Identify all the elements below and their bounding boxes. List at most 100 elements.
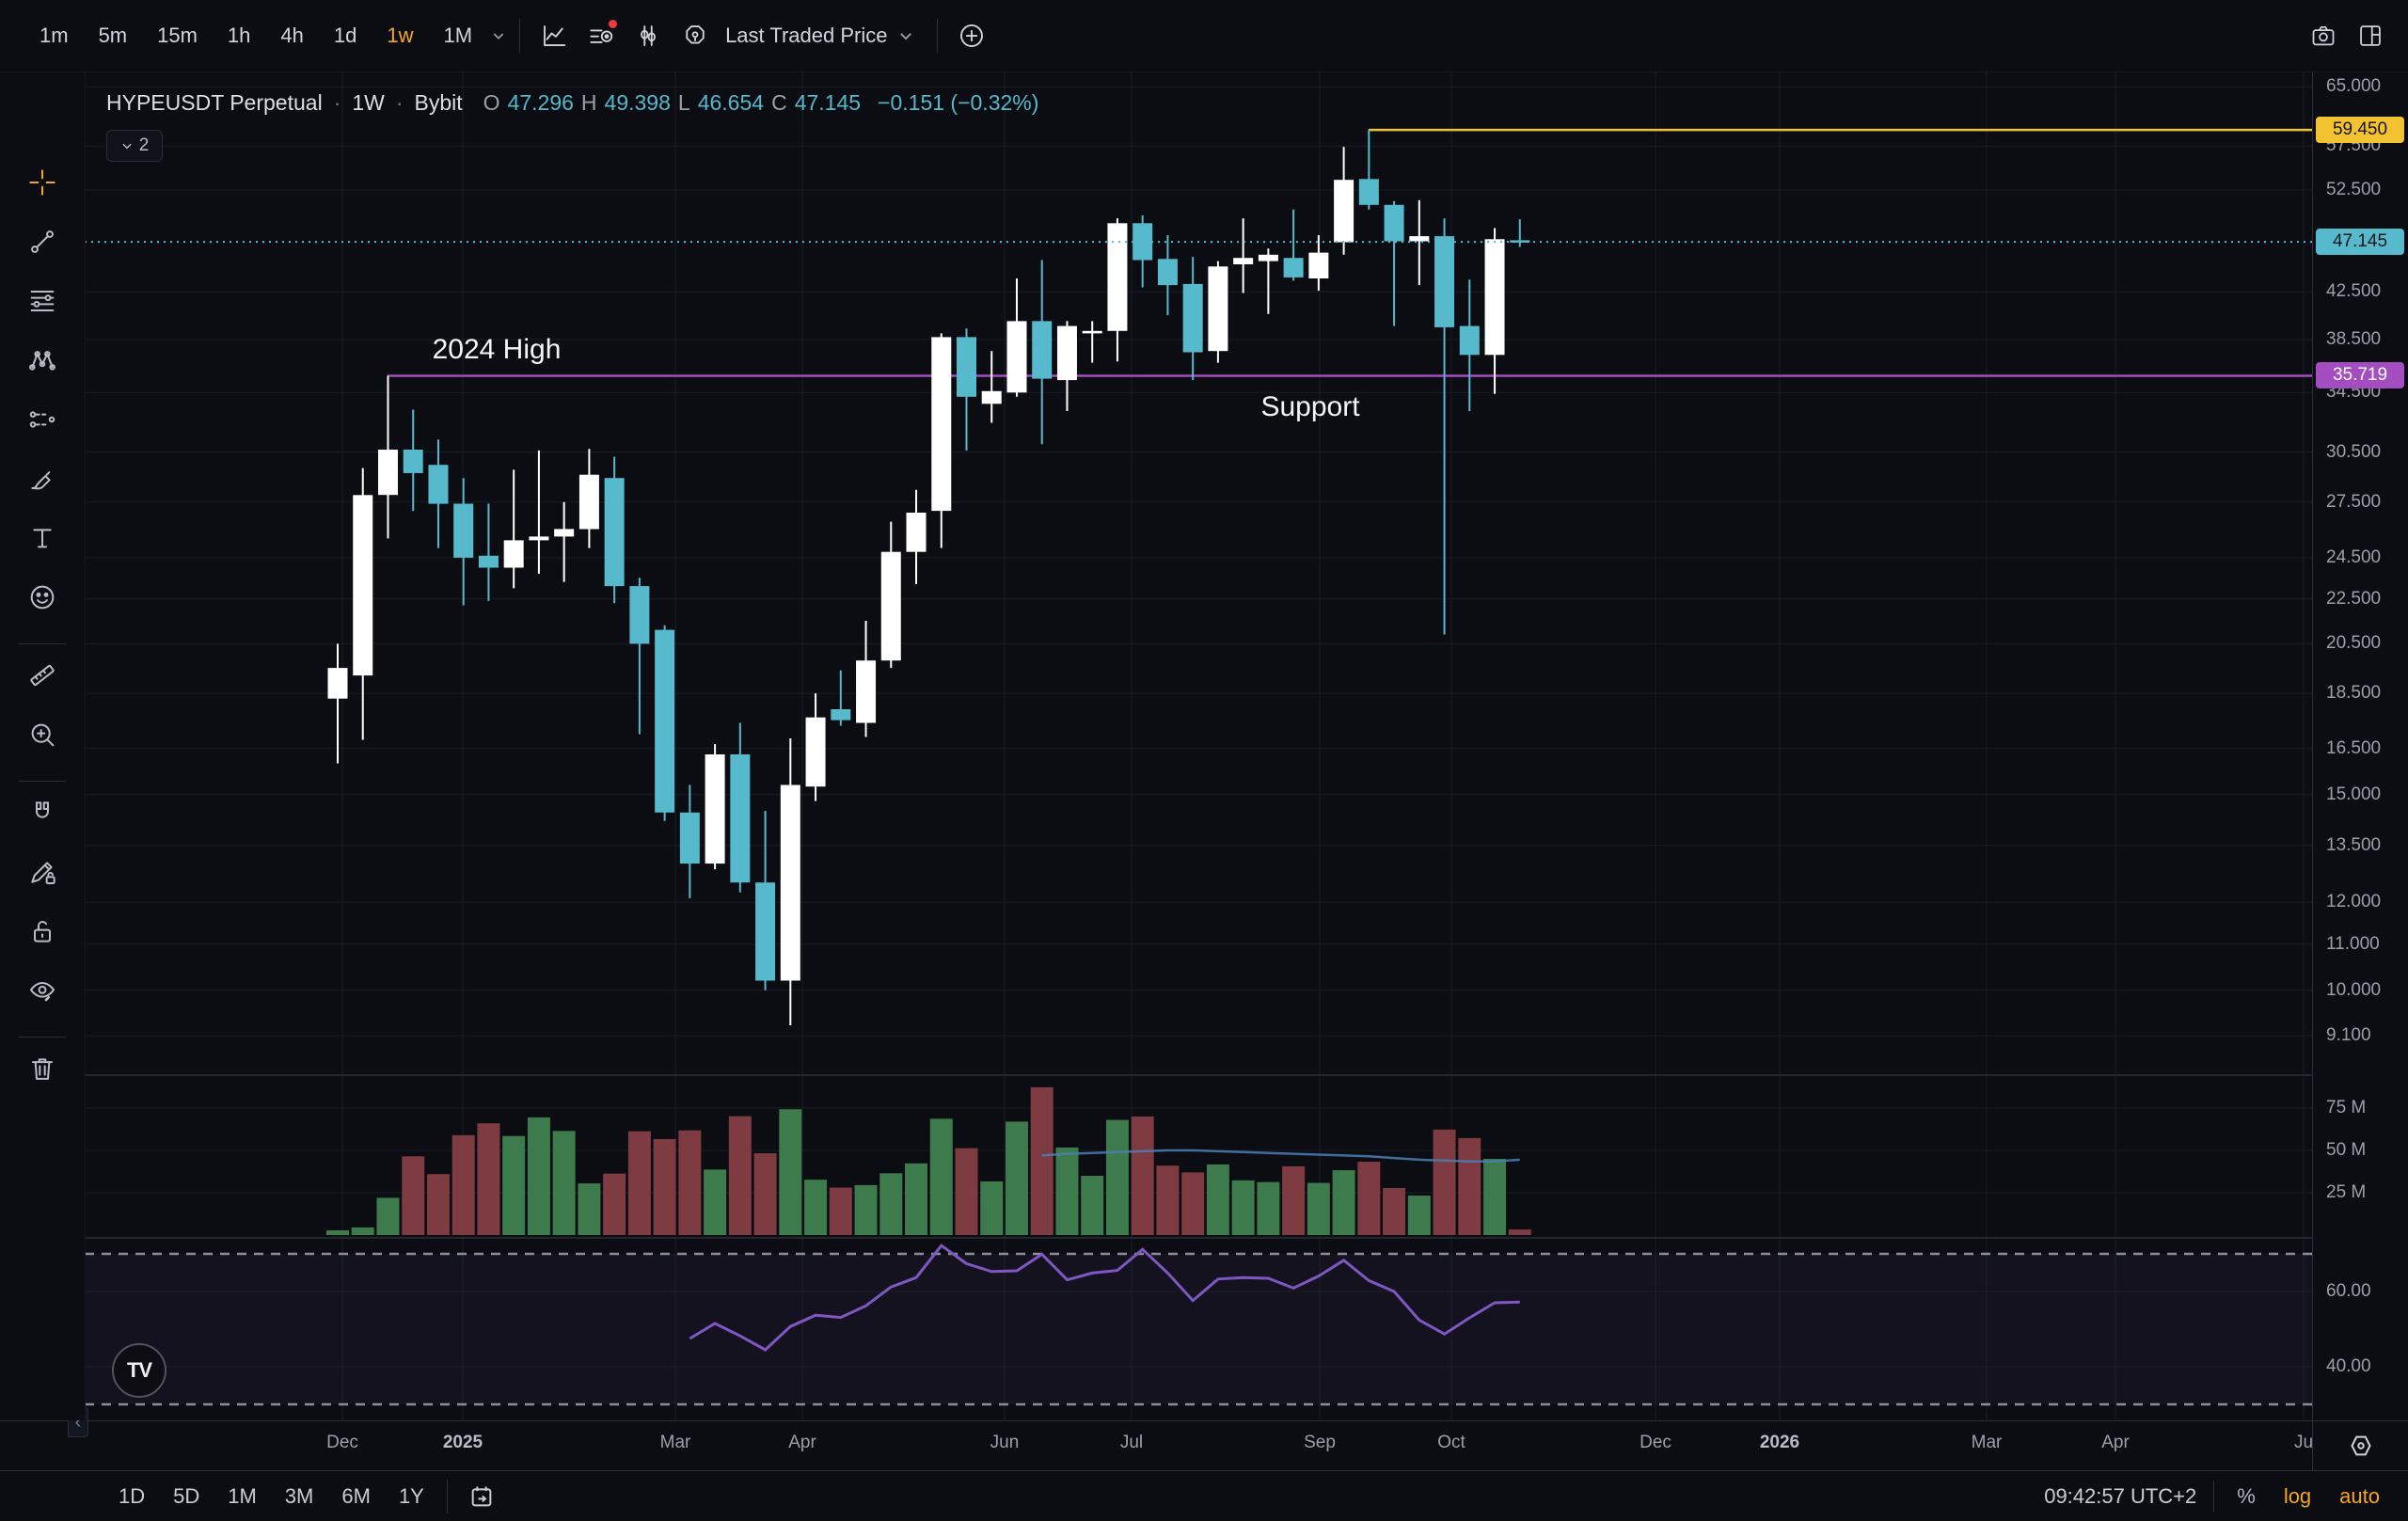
price-tick: 27.500 <box>2326 491 2382 512</box>
range-3m-button[interactable]: 3M <box>284 1483 314 1508</box>
clock[interactable]: 09:42:57 UTC+2 <box>2044 1483 2197 1508</box>
camera-icon[interactable] <box>2303 15 2344 56</box>
ohlc-readout: O 47.296 H 49.398 L 46.654 C 47.145 <box>483 90 861 116</box>
text-tool[interactable] <box>22 517 63 559</box>
toolbar-divider <box>19 1037 66 1038</box>
time-tick-jul: Jul <box>1119 1433 1144 1452</box>
interval-button-1m[interactable]: 1M <box>443 24 473 47</box>
time-tick-dec: Dec <box>326 1433 358 1452</box>
legend-separator: · <box>395 90 404 115</box>
indicators-icon[interactable] <box>580 15 622 56</box>
emoji-tool[interactable] <box>22 577 63 618</box>
price-tick: 11.000 <box>2326 933 2380 954</box>
magnet-tool[interactable] <box>22 792 63 833</box>
interval-button-1w[interactable]: 1w <box>387 24 414 47</box>
text-drawing-2[interactable]: Support <box>1260 391 1360 422</box>
log-scale-button[interactable]: log <box>2283 1483 2312 1508</box>
toolbar-divider <box>446 1479 448 1513</box>
symbol-interval[interactable]: 1W <box>352 90 385 115</box>
fib-retracement-tool[interactable] <box>22 280 63 322</box>
chart-style-icon[interactable] <box>533 15 575 56</box>
symbol-title[interactable]: HYPEUSDT Perpetual <box>106 90 323 115</box>
price-tick: 65.000 <box>2326 76 2382 97</box>
price-tick: 12.000 <box>2326 892 2382 912</box>
hide-drawings-icon <box>30 982 55 1002</box>
plus-circle-icon[interactable] <box>951 15 992 56</box>
time-tick-mar: Mar <box>659 1433 691 1452</box>
brush-icon <box>31 471 51 490</box>
indicator-count: 2 <box>138 135 150 155</box>
range-1m-button[interactable]: 1M <box>228 1483 257 1508</box>
xabcd-pattern-tool[interactable] <box>22 340 63 381</box>
interval-button-1h[interactable]: 1h <box>227 24 251 47</box>
toolbar-divider <box>936 19 938 53</box>
lock-all-tool[interactable] <box>22 911 63 952</box>
ruler-tool[interactable] <box>22 655 63 696</box>
open-key: O <box>483 90 500 115</box>
volume-tick: 75 M <box>2326 1098 2367 1117</box>
interval-button-15m[interactable]: 15m <box>157 24 198 47</box>
trend-line-icon <box>31 230 54 253</box>
crosshair-tool[interactable] <box>22 162 63 203</box>
alert-target-icon[interactable] <box>674 15 716 56</box>
text-drawing-1[interactable]: 2024 High <box>432 334 562 365</box>
symbol-exchange[interactable]: Bybit <box>414 90 463 115</box>
time-tick-ju: Ju <box>2293 1433 2314 1452</box>
price-source-dropdown[interactable]: Last Traded Price <box>716 18 923 54</box>
forecast-icon <box>29 411 55 428</box>
symbol-legend[interactable]: HYPEUSDT Perpetual · 1W · Bybit O 47.296 … <box>106 90 1038 116</box>
high-key: H <box>580 90 597 115</box>
range-1d-button[interactable]: 1D <box>119 1483 146 1508</box>
price-tick: 10.000 <box>2326 979 2382 1000</box>
price-tick: 9.100 <box>2326 1025 2371 1046</box>
zoom-in-tool[interactable] <box>22 714 63 755</box>
price-tick: 15.000 <box>2326 784 2382 804</box>
hide-drawings-tool[interactable] <box>22 970 63 1011</box>
emoji-icon <box>30 585 55 610</box>
trend-line-tool[interactable] <box>22 221 63 262</box>
layout-panel-icon[interactable] <box>2350 15 2391 56</box>
low-key: L <box>677 90 690 115</box>
hexagon-settings-icon[interactable] <box>2344 1429 2378 1463</box>
range-5d-button[interactable]: 5D <box>173 1483 200 1508</box>
time-tick-mar: Mar <box>1971 1433 2003 1452</box>
compare-icon[interactable] <box>627 15 669 56</box>
calendar-goto-icon[interactable] <box>461 1478 502 1515</box>
rsi-line <box>689 1244 1520 1352</box>
magnet-icon <box>36 801 49 818</box>
percent-scale-button[interactable]: % <box>2237 1483 2256 1508</box>
range-1y-button[interactable]: 1Y <box>398 1483 424 1508</box>
low-value: 46.654 <box>697 90 765 115</box>
legend-collapse-button[interactable]: 2 <box>106 130 163 162</box>
interval-button-1d[interactable]: 1d <box>333 24 357 47</box>
close-key: C <box>771 90 787 115</box>
text-icon <box>33 529 52 548</box>
toolbar-divider <box>19 643 66 644</box>
interval-switcher: 1m 5m 15m 1h 4h 1d 1w 1M <box>28 18 506 54</box>
volume-tick: 50 M <box>2326 1140 2367 1160</box>
drawing-lock-tool[interactable] <box>22 851 63 893</box>
rsi-tick: 40.00 <box>2326 1356 2371 1376</box>
time-axis[interactable]: Dec 2025 Mar Apr Jun Jul Sep Oct Dec 2026 Mar Apr Ju <box>0 1420 2408 1471</box>
brush-tool[interactable] <box>22 458 63 499</box>
interval-button-5m[interactable]: 5m <box>98 24 128 47</box>
tradingview-logo[interactable]: TV <box>112 1343 166 1398</box>
auto-scale-button[interactable]: auto <box>2339 1483 2380 1508</box>
interval-button-1m[interactable]: 1m <box>40 24 69 47</box>
rsi-tick: 60.00 <box>2326 1281 2371 1301</box>
chevron-down-icon[interactable] <box>491 28 506 43</box>
price-axis[interactable]: 65.000 57.500 52.500 42.500 38.500 34.500 30.5… <box>2312 71 2408 1420</box>
forecast-tool[interactable] <box>22 399 63 440</box>
plus-circle-icon <box>959 24 983 47</box>
change-readout: −0.151 (−0.32%) <box>878 90 1039 115</box>
range-6m-button[interactable]: 6M <box>341 1483 371 1508</box>
time-tick-oct: Oct <box>1437 1433 1465 1452</box>
time-tick-dec: Dec <box>1640 1433 1671 1452</box>
interval-button-4h[interactable]: 4h <box>280 24 304 47</box>
xabcd-pattern-icon <box>29 351 55 371</box>
time-tick-2026: 2026 <box>1759 1433 1800 1452</box>
chevron-down-icon <box>899 33 911 40</box>
trash-tool[interactable] <box>22 1048 63 1089</box>
